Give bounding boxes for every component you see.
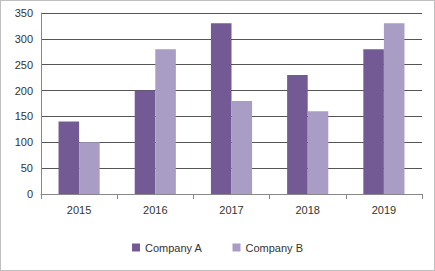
svg-text:100: 100	[15, 136, 33, 148]
svg-text:350: 350	[15, 7, 33, 19]
svg-text:0: 0	[27, 188, 33, 200]
svg-text:2018: 2018	[295, 204, 319, 216]
svg-text:2016: 2016	[143, 204, 167, 216]
svg-text:2017: 2017	[219, 204, 243, 216]
svg-text:200: 200	[15, 85, 33, 97]
svg-text:2019: 2019	[372, 204, 396, 216]
svg-text:300: 300	[15, 33, 33, 45]
svg-text:150: 150	[15, 110, 33, 122]
svg-text:250: 250	[15, 59, 33, 71]
svg-text:Company B: Company B	[246, 242, 303, 254]
svg-text:50: 50	[21, 162, 33, 174]
svg-text:2015: 2015	[67, 204, 91, 216]
svg-text:Company A: Company A	[145, 242, 203, 254]
